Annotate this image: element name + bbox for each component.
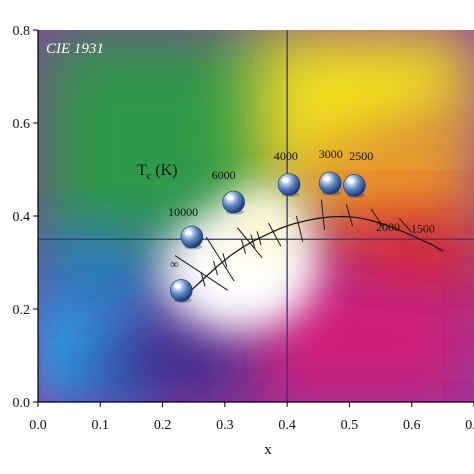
x-axis-label: x: [264, 442, 272, 458]
locus-minor-ticks: [200, 231, 262, 287]
data-point-sphere: [318, 171, 342, 195]
data-point: [222, 190, 245, 215]
locus-minor-tick: [250, 234, 256, 249]
locus-curve: [187, 215, 444, 295]
locus-label-main: T: [137, 162, 147, 179]
y-tick-label: 0.0: [13, 396, 31, 411]
temperature-label: 2000: [376, 220, 400, 234]
data-point-sphere: [222, 190, 245, 214]
data-point-sphere: [277, 173, 301, 196]
temperature-label: 6000: [212, 168, 236, 182]
data-point-highlight: [174, 284, 182, 289]
locus-label-sub: c: [147, 171, 152, 182]
data-point: [169, 279, 193, 303]
x-tick-label: 0.0: [29, 418, 47, 433]
y-tick-label: 0.4: [13, 210, 31, 225]
x-tick-label: 0.6: [403, 418, 421, 433]
isotherm-line: [268, 222, 282, 247]
locus-minor-tick: [200, 272, 206, 287]
isotherm-line: [398, 217, 413, 233]
data-point-highlight: [184, 230, 192, 236]
isotherm-line: [205, 236, 235, 282]
y-axis: 0.0 0.2 0.4 0.6 0.8: [13, 24, 38, 411]
isotherm-line: [295, 215, 304, 242]
data-points: [169, 171, 366, 303]
x-tick-label: 0.4: [278, 418, 296, 433]
temperature-label: 10000: [168, 205, 198, 219]
locus-label: Tc (K): [137, 162, 177, 182]
x-tick-label: 0.3: [216, 418, 234, 433]
data-point: [180, 225, 204, 250]
y-tick-label: 0.2: [13, 303, 31, 318]
locus-minor-tick: [256, 231, 262, 246]
x-axis: 0.0 0.1 0.2 0.3 0.4 0.5 0.6 0.7: [29, 402, 474, 433]
data-point-sphere: [343, 174, 366, 197]
planckian-locus: [187, 215, 444, 295]
temperature-label: 2500: [349, 149, 373, 163]
data-point: [343, 174, 366, 198]
data-point-highlight: [282, 178, 290, 183]
temperature-labels: ∞ 10000 6000 4000 3000 2500 2000 1500: [168, 147, 435, 271]
x-tick-label: 0.2: [154, 418, 172, 433]
chart-title: CIE 1931: [46, 41, 104, 57]
temperature-label: 4000: [274, 149, 298, 163]
data-point-sphere: [169, 279, 193, 302]
data-point-highlight: [347, 179, 355, 184]
temperature-label: ∞: [170, 257, 179, 271]
locus-minor-tick: [222, 253, 228, 268]
data-point: [277, 173, 301, 197]
y-tick-label: 0.8: [13, 24, 31, 39]
temperature-label: 1500: [411, 221, 435, 235]
x-tick-label: 0.7: [465, 418, 474, 433]
data-point-highlight: [323, 176, 331, 182]
locus-label-suffix: (K): [155, 162, 177, 179]
locus-minor-tick: [241, 239, 247, 254]
y-tick-label: 0.6: [13, 117, 31, 132]
locus-minor-tick: [213, 260, 218, 276]
data-point-highlight: [226, 195, 234, 201]
temperature-label: 3000: [319, 147, 343, 161]
data-point-sphere: [180, 225, 204, 249]
isotherm-line: [345, 204, 354, 227]
chromaticity-background: [38, 30, 474, 402]
x-tick-label: 0.1: [92, 418, 110, 433]
x-tick-label: 0.5: [341, 418, 359, 433]
isotherm-line: [236, 227, 263, 259]
isotherm-line: [320, 199, 326, 231]
data-point: [318, 171, 342, 196]
isotherm-line: [370, 208, 385, 228]
